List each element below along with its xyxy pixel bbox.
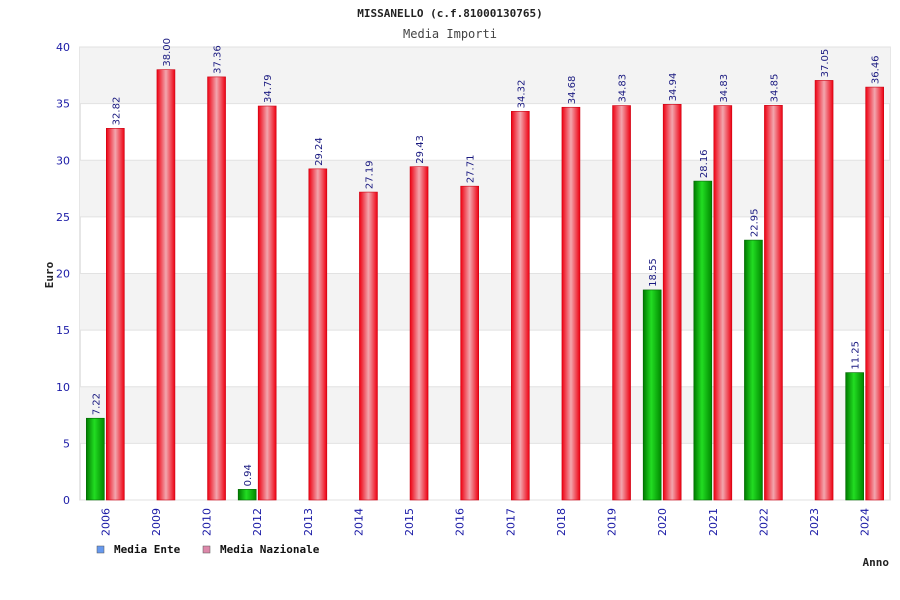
x-tick-label-2023: 2023 [808,508,821,536]
x-tick-label-2009: 2009 [150,508,163,536]
bar-media-nazionale-2023 [814,80,834,501]
x-tick-label-2016: 2016 [454,508,467,536]
y-tick-label: 15 [56,324,70,337]
x-tick-label-2010: 2010 [201,508,214,536]
x-tick-label-2017: 2017 [504,508,517,536]
bar-media-nazionale-2020 [662,104,682,501]
y-tick-label: 40 [56,41,70,54]
value-label: 37.05 [820,49,831,78]
value-label: 22.95 [749,208,760,237]
chart-subtitle: Media Importi [403,27,497,41]
y-tick-label: 10 [56,381,70,394]
bar-media-nazionale-2013 [308,168,328,501]
bar-media-ente-2021 [693,180,713,501]
bar-media-nazionale-2021 [713,105,733,501]
bar-media-nazionale-2018 [561,106,581,501]
value-label: 27.19 [364,160,375,189]
bar-media-nazionale-2012 [257,105,277,501]
value-label: 29.24 [314,137,325,166]
value-label: 11.25 [851,341,862,370]
value-label: 29.43 [415,135,426,164]
legend-swatch-media-ente [96,545,105,554]
value-label: 37.36 [213,45,224,74]
x-axis-label: Anno [863,556,890,569]
legend-label-media-ente: Media Ente [114,543,181,556]
value-label: 38.00 [162,38,173,67]
value-label: 34.68 [567,76,578,105]
y-axis-label: Euro [43,261,56,288]
value-label: 32.82 [111,97,122,126]
bar-media-nazionale-2009 [156,69,176,501]
x-tick-label-2024: 2024 [859,508,872,536]
value-label: 7.22 [91,393,102,415]
value-label: 34.85 [769,74,780,103]
bar-media-ente-2022 [744,239,763,501]
x-tick-label-2020: 2020 [656,508,669,536]
value-label: 34.79 [263,74,274,103]
y-tick-label: 0 [63,494,70,507]
bar-media-nazionale-2022 [764,105,783,501]
legend: Media Ente Media Nazionale [96,543,320,556]
bars [86,69,884,501]
bar-media-nazionale-2024 [865,86,884,501]
value-label: 34.32 [516,80,527,109]
value-label: 34.83 [618,74,629,103]
x-tick-label-2022: 2022 [757,508,770,536]
x-tick-label-2018: 2018 [555,508,568,536]
value-label: 27.71 [466,155,477,184]
bar-media-nazionale-2017 [511,111,530,501]
bar-media-ente-2024 [845,372,864,501]
bar-media-ente-2006 [86,417,105,501]
chart-title: MISSANELLO (c.f.81000130765) [357,7,542,20]
x-axis-ticks: 2006 2009 2010 2012 2013 2014 2015 2016 2017 2018… [99,508,871,536]
x-tick-label-2019: 2019 [606,508,619,536]
bar-media-nazionale-2015 [409,166,429,501]
y-tick-label: 35 [56,98,70,111]
x-tick-label-2012: 2012 [251,508,264,536]
x-tick-label-2015: 2015 [403,508,416,536]
x-tick-label-2014: 2014 [352,508,365,536]
value-label: 34.83 [719,74,730,103]
value-label: 36.46 [871,55,882,84]
bar-media-nazionale-2019 [612,105,631,501]
x-tick-label-2021: 2021 [707,508,720,536]
y-tick-label: 25 [56,211,70,224]
bar-media-ente-2020 [642,289,662,501]
value-label: 28.16 [699,149,710,178]
value-label: 34.94 [668,73,679,102]
bar-media-nazionale-2010 [207,76,226,501]
x-tick-label-2013: 2013 [302,508,315,536]
y-tick-label: 30 [56,154,70,167]
bar-media-nazionale-2006 [106,128,125,501]
bar-media-nazionale-2014 [359,191,378,501]
y-tick-label: 20 [56,268,70,281]
value-labels: 7.22 32.82 38.00 37.36 0.94 34.79 29.24 27.19 29… [91,38,881,486]
y-axis-ticks: 0 5 10 15 20 25 30 35 40 [56,41,70,507]
bar-media-nazionale-2016 [460,185,479,501]
value-label: 0.94 [243,464,254,486]
value-label: 18.55 [648,258,659,287]
y-tick-label: 5 [63,437,70,450]
legend-swatch-media-nazionale [202,545,211,554]
x-tick-label-2006: 2006 [99,508,112,536]
legend-label-media-nazionale: Media Nazionale [220,543,320,556]
bar-media-ente-2012 [237,489,257,501]
